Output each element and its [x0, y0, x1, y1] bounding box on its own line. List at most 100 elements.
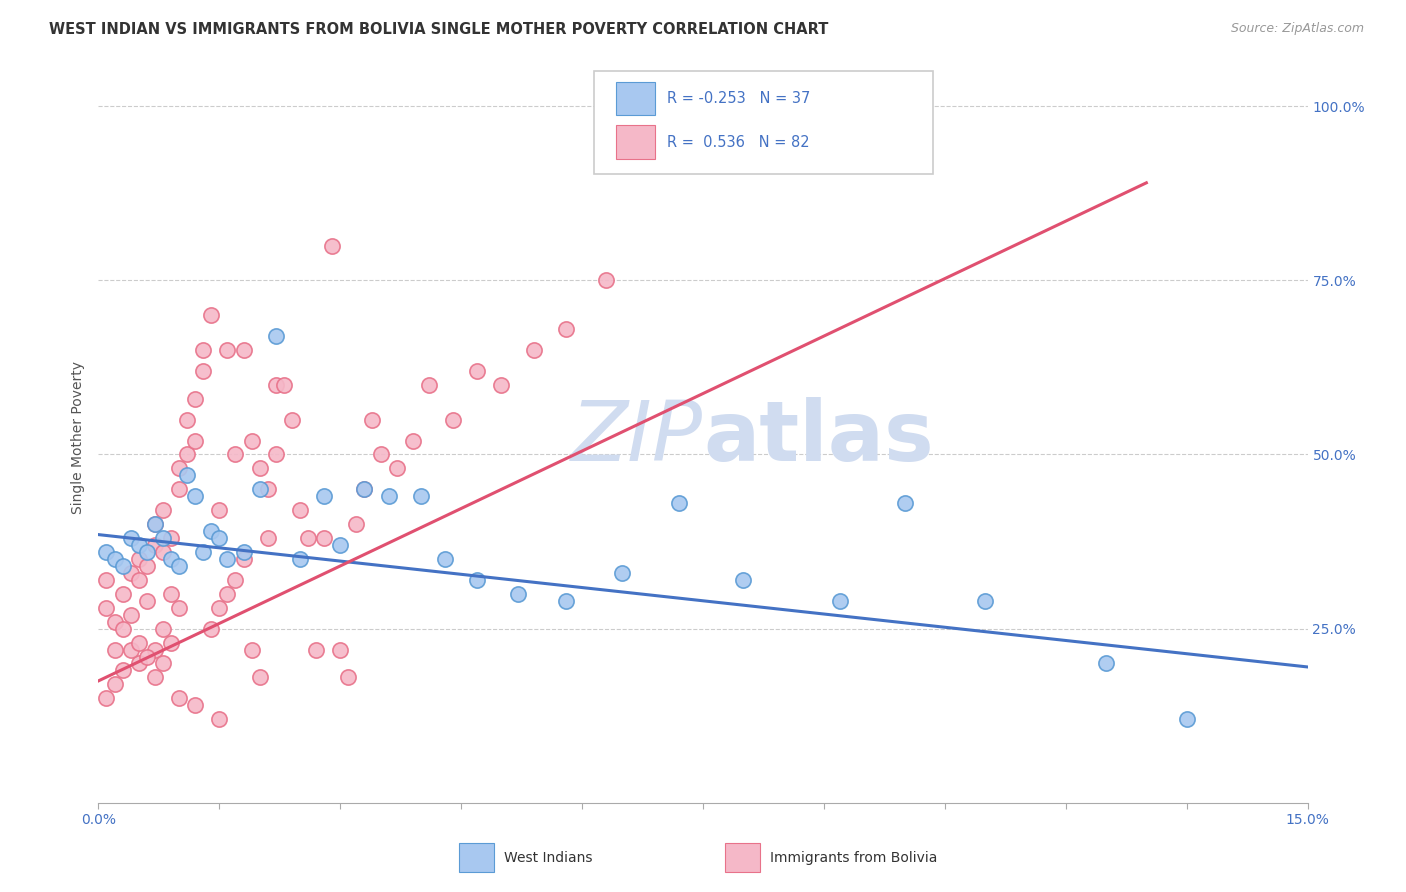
- Point: [232, 545, 254, 559]
- Point: [337, 670, 360, 684]
- Point: [160, 552, 183, 566]
- Point: [184, 698, 207, 713]
- Point: [193, 343, 215, 357]
- Point: [96, 545, 118, 559]
- Point: [120, 531, 142, 545]
- Point: [135, 558, 157, 573]
- Point: [103, 615, 125, 629]
- Point: [208, 712, 231, 726]
- Point: [184, 392, 207, 406]
- Point: [160, 635, 183, 649]
- Point: [160, 587, 183, 601]
- Point: [1095, 657, 1118, 671]
- Point: [167, 558, 190, 573]
- Point: [1175, 712, 1198, 726]
- FancyBboxPatch shape: [724, 843, 761, 872]
- Point: [143, 670, 166, 684]
- Point: [224, 448, 246, 462]
- Point: [344, 517, 367, 532]
- Point: [160, 531, 183, 545]
- Point: [240, 434, 263, 448]
- Point: [353, 483, 375, 497]
- Point: [264, 448, 287, 462]
- Point: [167, 483, 190, 497]
- Point: [370, 448, 392, 462]
- Point: [167, 600, 190, 615]
- Point: [111, 622, 134, 636]
- Point: [120, 566, 142, 580]
- Point: [143, 517, 166, 532]
- Point: [143, 517, 166, 532]
- Point: [184, 489, 207, 503]
- Point: [353, 483, 375, 497]
- Point: [668, 496, 690, 510]
- Point: [96, 691, 118, 706]
- Point: [128, 538, 150, 552]
- Point: [200, 622, 222, 636]
- Point: [361, 412, 384, 426]
- Point: [264, 377, 287, 392]
- Point: [273, 377, 295, 392]
- Text: West Indians: West Indians: [503, 851, 592, 864]
- Point: [555, 322, 578, 336]
- Point: [256, 483, 278, 497]
- Point: [103, 552, 125, 566]
- Point: [184, 434, 207, 448]
- Point: [441, 412, 464, 426]
- Point: [217, 552, 239, 566]
- Point: [305, 642, 328, 657]
- Point: [321, 238, 343, 252]
- Point: [249, 670, 271, 684]
- Point: [152, 622, 174, 636]
- Point: [434, 552, 457, 566]
- Point: [256, 531, 278, 545]
- Point: [217, 587, 239, 601]
- Point: [135, 649, 157, 664]
- Point: [249, 461, 271, 475]
- FancyBboxPatch shape: [458, 843, 494, 872]
- Point: [128, 635, 150, 649]
- Point: [200, 308, 222, 322]
- Point: [193, 364, 215, 378]
- Point: [314, 531, 336, 545]
- Point: [288, 552, 311, 566]
- Point: [167, 691, 190, 706]
- Point: [264, 329, 287, 343]
- Point: [314, 489, 336, 503]
- Point: [402, 434, 425, 448]
- Point: [176, 448, 198, 462]
- Point: [828, 594, 851, 608]
- Point: [595, 273, 617, 287]
- Point: [217, 343, 239, 357]
- Point: [176, 468, 198, 483]
- Point: [111, 587, 134, 601]
- Point: [152, 531, 174, 545]
- Text: WEST INDIAN VS IMMIGRANTS FROM BOLIVIA SINGLE MOTHER POVERTY CORRELATION CHART: WEST INDIAN VS IMMIGRANTS FROM BOLIVIA S…: [49, 22, 828, 37]
- Point: [281, 412, 304, 426]
- Point: [96, 573, 118, 587]
- Point: [128, 657, 150, 671]
- Point: [167, 461, 190, 475]
- Point: [143, 538, 166, 552]
- Point: [240, 642, 263, 657]
- Point: [120, 607, 142, 622]
- Point: [297, 531, 319, 545]
- Point: [128, 573, 150, 587]
- Point: [103, 642, 125, 657]
- Point: [208, 531, 231, 545]
- Point: [329, 642, 352, 657]
- Point: [329, 538, 352, 552]
- Y-axis label: Single Mother Poverty: Single Mother Poverty: [72, 360, 86, 514]
- Point: [385, 461, 408, 475]
- Point: [128, 552, 150, 566]
- Point: [523, 343, 546, 357]
- Point: [135, 594, 157, 608]
- Point: [377, 489, 399, 503]
- Point: [893, 496, 915, 510]
- Point: [111, 558, 134, 573]
- Point: [288, 503, 311, 517]
- Point: [491, 377, 513, 392]
- Point: [152, 503, 174, 517]
- Point: [555, 594, 578, 608]
- Point: [612, 566, 634, 580]
